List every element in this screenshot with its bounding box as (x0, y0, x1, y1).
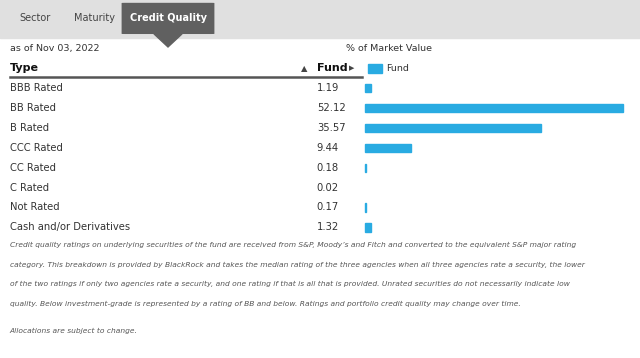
Text: Credit Quality: Credit Quality (129, 13, 207, 23)
Text: C Rated: C Rated (10, 183, 49, 193)
Text: 0.18: 0.18 (317, 163, 339, 173)
FancyBboxPatch shape (122, 3, 214, 34)
Bar (365, 104, 623, 112)
Text: category. This breakdown is provided by BlackRock and takes the median rating of: category. This breakdown is provided by … (10, 262, 584, 268)
Text: Fund: Fund (386, 64, 409, 73)
Text: Not Rated: Not Rated (10, 203, 60, 212)
Text: 0.02: 0.02 (317, 183, 339, 193)
Text: Cash and/or Derivatives: Cash and/or Derivatives (10, 222, 130, 232)
Text: Maturity: Maturity (74, 13, 115, 23)
Text: Type: Type (10, 63, 38, 73)
Bar (365, 144, 412, 152)
Text: Credit quality ratings on underlying securities of the fund are received from S&: Credit quality ratings on underlying sec… (10, 242, 576, 248)
FancyBboxPatch shape (4, 3, 65, 34)
Text: Sector: Sector (19, 13, 51, 23)
Bar (368, 64, 382, 73)
Text: BB Rated: BB Rated (10, 103, 56, 113)
Text: 0.17: 0.17 (317, 203, 339, 212)
Text: % of Market Value: % of Market Value (346, 44, 431, 53)
Text: quality. Below investment-grade is represented by a rating of BB and below. Rati: quality. Below investment-grade is repre… (10, 301, 520, 307)
Text: 1.32: 1.32 (317, 222, 339, 232)
Text: ▶: ▶ (349, 66, 354, 71)
Text: ▲: ▲ (301, 64, 307, 73)
Text: 1.19: 1.19 (317, 83, 339, 93)
Text: BBB Rated: BBB Rated (10, 83, 63, 93)
Text: 35.57: 35.57 (317, 123, 346, 133)
FancyBboxPatch shape (64, 3, 125, 34)
Text: 9.44: 9.44 (317, 143, 339, 153)
Text: as of Nov 03, 2022: as of Nov 03, 2022 (10, 44, 99, 53)
Text: of the two ratings if only two agencies rate a security, and one rating if that : of the two ratings if only two agencies … (10, 281, 570, 287)
Text: Fund: Fund (317, 63, 348, 73)
Text: 52.12: 52.12 (317, 103, 346, 113)
Text: B Rated: B Rated (10, 123, 49, 133)
Text: CCC Rated: CCC Rated (10, 143, 63, 153)
Bar (365, 223, 371, 232)
Text: CC Rated: CC Rated (10, 163, 56, 173)
Bar (365, 124, 541, 132)
Polygon shape (154, 34, 182, 47)
Bar (365, 84, 371, 92)
Text: Allocations are subject to change.: Allocations are subject to change. (10, 328, 138, 334)
